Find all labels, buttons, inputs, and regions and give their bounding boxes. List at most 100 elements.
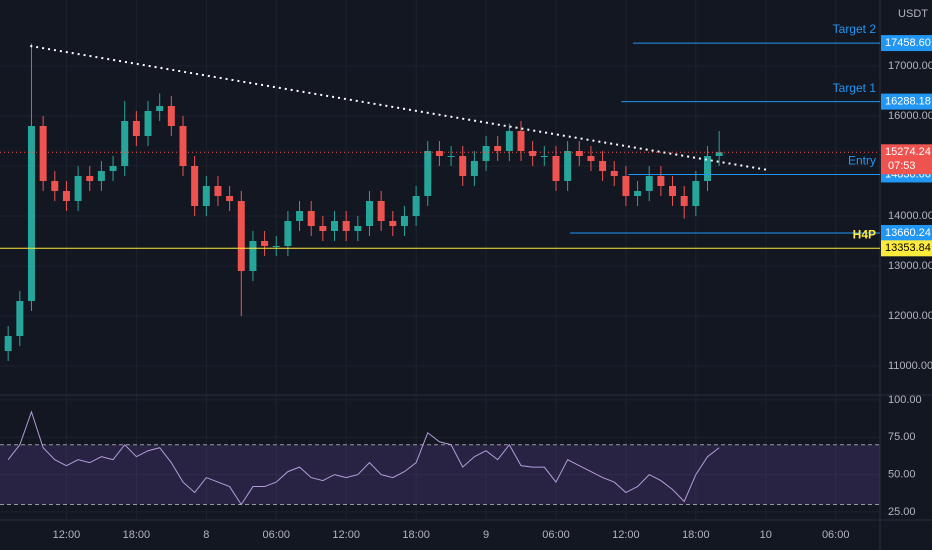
candle-body: [622, 176, 630, 196]
candle-body: [435, 151, 443, 156]
candle-body: [517, 131, 525, 151]
y-tick-label: 100.00: [888, 394, 922, 406]
x-tick-label: 12:00: [53, 529, 81, 541]
candle-body: [389, 221, 397, 226]
y-tick-label: 17000.00: [888, 60, 932, 72]
candle-body: [564, 151, 572, 181]
candle-body: [354, 226, 362, 231]
candle-body: [284, 221, 292, 246]
candle-body: [587, 156, 595, 161]
candle-body: [494, 146, 502, 151]
candle-body: [692, 181, 700, 206]
candle-body: [74, 176, 82, 201]
candle-body: [39, 126, 47, 181]
candle-body: [202, 186, 210, 206]
candle-body: [377, 201, 385, 221]
candle-body: [237, 201, 245, 271]
candle-body: [296, 211, 304, 221]
x-tick-label: 9: [483, 529, 489, 541]
candle-body: [319, 226, 327, 231]
x-tick-label: 06:00: [542, 529, 570, 541]
candle-body: [529, 151, 537, 156]
y-tick-label: 50.00: [888, 469, 916, 481]
price-tag: [881, 93, 932, 110]
x-tick-label: 06:00: [262, 529, 290, 541]
candle-body: [331, 221, 339, 231]
x-tick-label: 18:00: [123, 529, 151, 541]
price-tag-label: 15274.24: [885, 146, 931, 158]
price-tag-label: 16288.18: [885, 95, 931, 107]
candle-body: [715, 152, 723, 156]
candle-body: [156, 106, 164, 111]
candle-body: [470, 161, 478, 176]
candle-body: [482, 146, 490, 161]
rsi-band: [0, 444, 880, 505]
candle-body: [459, 156, 467, 176]
price-tag: [881, 144, 932, 175]
x-tick-label: 06:00: [822, 529, 850, 541]
price-tag: [881, 224, 932, 241]
candle-body: [575, 151, 583, 156]
candle-body: [412, 196, 420, 216]
price-tag-label: 17458.60: [885, 37, 931, 49]
y-tick-label: 12000.00: [888, 310, 932, 322]
currency: USDT: [898, 8, 928, 20]
candle-body: [51, 181, 59, 191]
countdown: 07:53: [888, 160, 916, 172]
candle-body: [552, 156, 560, 181]
candle-body: [645, 176, 653, 191]
level-name: H4P: [853, 227, 876, 241]
x-tick-label: 8: [203, 529, 209, 541]
candle-body: [167, 106, 175, 126]
level-name: Entry: [848, 154, 876, 168]
candle-body: [121, 121, 129, 166]
candle-body: [27, 126, 35, 301]
level-name: Target 1: [833, 81, 877, 95]
y-tick-label: 13000.00: [888, 260, 932, 272]
x-tick-label: 12:00: [612, 529, 640, 541]
candle-body: [342, 221, 350, 231]
price-tag: [881, 240, 932, 257]
candle-body: [657, 176, 665, 186]
candle-body: [226, 196, 234, 201]
candle-body: [272, 246, 280, 247]
candle-body: [97, 171, 105, 181]
candle-body: [599, 161, 607, 171]
y-tick-label: 11000.00: [888, 360, 932, 372]
candle-body: [424, 151, 432, 196]
x-tick-label: 18:00: [682, 529, 710, 541]
rsi-line: [7, 410, 720, 506]
candle-body: [400, 216, 408, 226]
candle-body: [132, 121, 140, 136]
candle-body: [680, 196, 688, 206]
candle-body: [16, 301, 24, 336]
candle-body: [704, 156, 711, 181]
candle-body: [179, 126, 187, 166]
x-tick-label: 18:00: [402, 529, 430, 541]
price-tag-label: 13660.24: [885, 227, 931, 239]
x-tick-label: 10: [760, 529, 772, 541]
candle-body: [4, 336, 12, 351]
level-name: Target 2: [833, 22, 877, 36]
price-tag: [881, 35, 932, 52]
candle-body: [86, 176, 94, 181]
candle-body: [261, 241, 269, 246]
candle-body: [307, 211, 315, 226]
candle-body: [365, 201, 373, 226]
y-tick-label: 75.00: [888, 431, 916, 443]
candle-body: [214, 186, 222, 196]
x-tick-label: 12:00: [332, 529, 360, 541]
candle-body: [634, 191, 642, 196]
candle-body: [610, 171, 618, 176]
candle-body: [505, 131, 513, 151]
candle-body: [144, 111, 152, 136]
candle-body: [669, 186, 677, 196]
y-tick-label: 25.00: [888, 506, 916, 518]
candle-body: [109, 166, 117, 171]
price-tag-label: 13353.84: [885, 242, 931, 254]
candle-body: [62, 191, 70, 201]
candle-body: [249, 241, 257, 271]
y-tick-label: 16000.00: [888, 110, 932, 122]
